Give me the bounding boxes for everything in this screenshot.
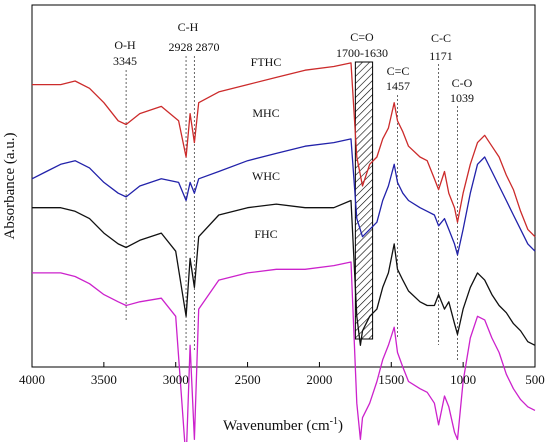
band-sub-co-single: 1039 <box>450 91 474 105</box>
x-axis-label: Wavenumber (cm-1) <box>223 416 343 434</box>
band-sub-cc: 1171 <box>429 49 453 63</box>
band-label-ch: C-H <box>178 20 199 34</box>
x-axis-label-main: Wavenumber (cm <box>223 418 330 434</box>
x-axis-label-tail: ) <box>338 418 343 434</box>
band-label-cc-double: C=C <box>387 64 410 78</box>
spectrum-fhc <box>32 261 536 442</box>
y-axis-label: Absorbance (a.u.) <box>2 132 18 239</box>
x-tick-label: 3000 <box>163 372 189 387</box>
series-label-whc: WHC <box>252 169 280 183</box>
spectra-group <box>31 62 536 442</box>
x-tick-label: 4000 <box>19 372 45 387</box>
x-tick-label: 2000 <box>306 372 332 387</box>
carbonyl-band-region <box>354 61 374 340</box>
x-tick-label: 1000 <box>450 372 476 387</box>
x-tick-label: 1500 <box>378 372 404 387</box>
spectrum-fthc <box>32 62 536 238</box>
band-label-co-single: C-O <box>452 76 473 90</box>
spectrum-whc <box>32 199 536 346</box>
band-label-co: C=O <box>350 30 374 44</box>
x-tick-label: 500 <box>525 372 545 387</box>
x-tick-label: 2500 <box>235 372 261 387</box>
band-guide-lines <box>125 56 458 360</box>
band-sub-oh: 3345 <box>113 54 137 68</box>
band-sub-cc-double: 1457 <box>386 79 410 93</box>
x-axis-label-sup: -1 <box>330 416 338 427</box>
series-label-mhc: MHC <box>252 106 279 120</box>
band-sub-co: 1700-1630 <box>336 46 388 60</box>
x-tick-label: 3500 <box>91 372 117 387</box>
series-label-fhc: FHC <box>254 227 277 241</box>
plot-frame <box>31 4 536 368</box>
band-label-oh: O-H <box>114 38 136 52</box>
spectrum-mhc <box>31 138 536 256</box>
series-label-fthc: FTHC <box>251 55 282 69</box>
x-axis-ticks: 4000 3500 3000 2500 2000 1500 1000 500 <box>19 362 545 387</box>
band-sub-ch: 2928 2870 <box>169 40 220 54</box>
band-label-cc: C-C <box>431 31 451 45</box>
